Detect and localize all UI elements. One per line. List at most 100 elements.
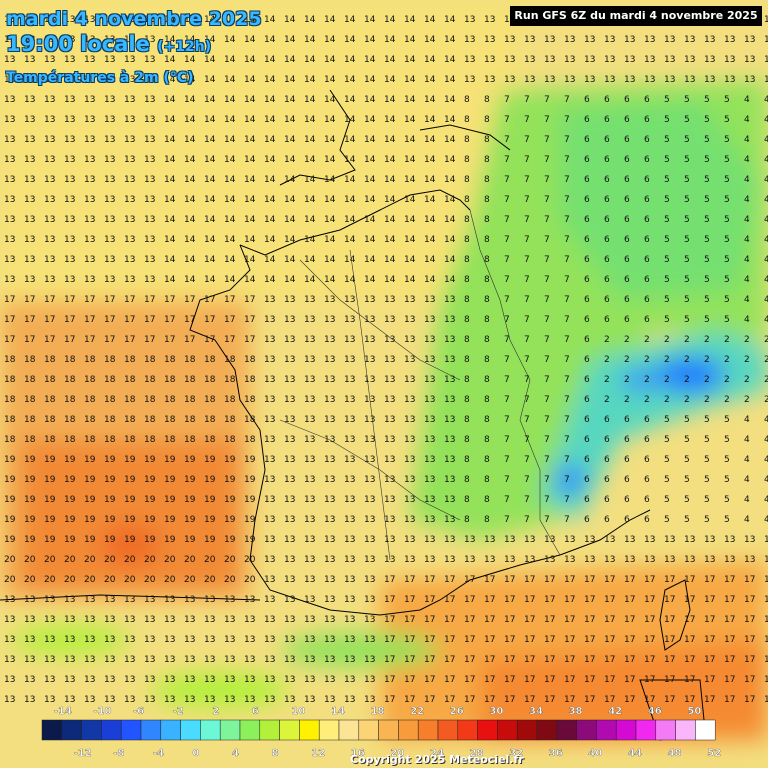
grid-value: 14 (384, 175, 396, 185)
grid-value: 13 (304, 515, 315, 525)
grid-value: 19 (124, 515, 136, 525)
grid-value: 8 (484, 155, 490, 165)
grid-value: 18 (24, 435, 36, 445)
grid-value: 17 (604, 595, 615, 605)
grid-value: 8 (464, 395, 470, 405)
grid-value: 14 (344, 215, 356, 225)
color-legend: -14 -10 -6 -2 2 6 10 14 18 22 26 30 34 38 42 46 50 -12 -8… (41, 706, 721, 759)
legend-top-label: 2 (212, 706, 219, 717)
grid-value: 13 (4, 155, 15, 165)
grid-value: 5 (664, 215, 670, 225)
grid-value: 13 (84, 635, 95, 645)
grid-value: 2 (624, 335, 630, 345)
grid-value: 13 (304, 295, 315, 305)
grid-value: 14 (444, 115, 456, 125)
grid-value: 18 (84, 415, 96, 425)
grid-value: 13 (664, 555, 675, 565)
grid-value: 13 (4, 35, 15, 45)
grid-value: 14 (384, 135, 396, 145)
grid-value: 17 (664, 695, 675, 705)
grid-value: 13 (484, 555, 495, 565)
grid-value: 13 (364, 455, 375, 465)
grid-value: 7 (504, 355, 510, 365)
grid-value: 7 (524, 475, 530, 485)
grid-value: 14 (384, 75, 396, 85)
grid-value: 13 (624, 555, 635, 565)
grid-value: 13 (44, 135, 55, 145)
grid-value: 13 (344, 295, 355, 305)
grid-value: 13 (384, 495, 395, 505)
grid-value: 13 (244, 695, 255, 705)
grid-value: 6 (624, 435, 630, 445)
grid-value: 13 (664, 535, 675, 545)
grid-value: 5 (704, 215, 710, 225)
grid-value: 17 (524, 635, 535, 645)
grid-value: 2 (664, 375, 670, 385)
grid-value: 13 (224, 595, 235, 605)
grid-value: 13 (524, 35, 535, 45)
grid-value: 13 (144, 695, 155, 705)
grid-value: 14 (304, 155, 316, 165)
grid-value: 14 (244, 235, 256, 245)
grid-value: 17 (504, 675, 515, 685)
grid-value: 13 (284, 435, 295, 445)
grid-value: 13 (44, 275, 55, 285)
grid-value: 13 (264, 575, 275, 585)
grid-value: 19 (84, 495, 96, 505)
legend-swatch (536, 719, 558, 741)
grid-value: 4 (744, 175, 750, 185)
grid-value: 13 (424, 535, 435, 545)
grid-value: 17 (424, 675, 435, 685)
grid-value: 5 (704, 515, 710, 525)
legend-top-label: 14 (331, 706, 345, 717)
grid-value: 17 (484, 615, 495, 625)
grid-value: 19 (224, 495, 236, 505)
grid-value: 13 (264, 415, 275, 425)
grid-value: 13 (84, 655, 95, 665)
grid-value: 7 (544, 215, 550, 225)
grid-value: 8 (484, 355, 490, 365)
legend-top-label: 22 (410, 706, 424, 717)
grid-value: 13 (584, 535, 595, 545)
grid-value: 5 (724, 115, 730, 125)
grid-value: 13 (124, 35, 135, 45)
grid-value: 13 (244, 615, 255, 625)
grid-value: 7 (544, 175, 550, 185)
grid-value: 13 (564, 75, 575, 85)
grid-value: 17 (544, 615, 555, 625)
grid-value: 5 (704, 295, 710, 305)
grid-value: 18 (184, 355, 196, 365)
grid-value: 18 (4, 435, 16, 445)
grid-value: 6 (584, 175, 590, 185)
grid-value: 14 (344, 195, 356, 205)
grid-value: 6 (624, 315, 630, 325)
grid-value: 8 (484, 95, 490, 105)
grid-value: 14 (304, 135, 316, 145)
grid-value: 6 (624, 295, 630, 305)
grid-value: 17 (484, 635, 495, 645)
grid-value: 2 (664, 335, 670, 345)
grid-value: 18 (4, 415, 16, 425)
grid-value: 14 (424, 115, 436, 125)
legend-swatch (635, 719, 657, 741)
grid-value: 13 (364, 295, 375, 305)
grid-value: 14 (384, 115, 396, 125)
grid-value: 13 (344, 575, 355, 585)
grid-value: 8 (484, 235, 490, 245)
grid-value: 17 (484, 695, 495, 705)
grid-value: 14 (204, 55, 216, 65)
grid-value: 7 (524, 215, 530, 225)
grid-value: 8 (484, 255, 490, 265)
grid-value: 13 (424, 315, 435, 325)
grid-value: 17 (404, 675, 415, 685)
grid-value: 19 (144, 475, 156, 485)
grid-value: 17 (64, 295, 75, 305)
grid-value: 14 (344, 175, 356, 185)
grid-value: 18 (84, 355, 96, 365)
grid-value: 13 (324, 315, 335, 325)
grid-value: 18 (124, 415, 136, 425)
grid-value: 13 (404, 355, 415, 365)
grid-value: 14 (324, 175, 336, 185)
grid-value: 13 (44, 155, 55, 165)
grid-value: 7 (504, 295, 510, 305)
